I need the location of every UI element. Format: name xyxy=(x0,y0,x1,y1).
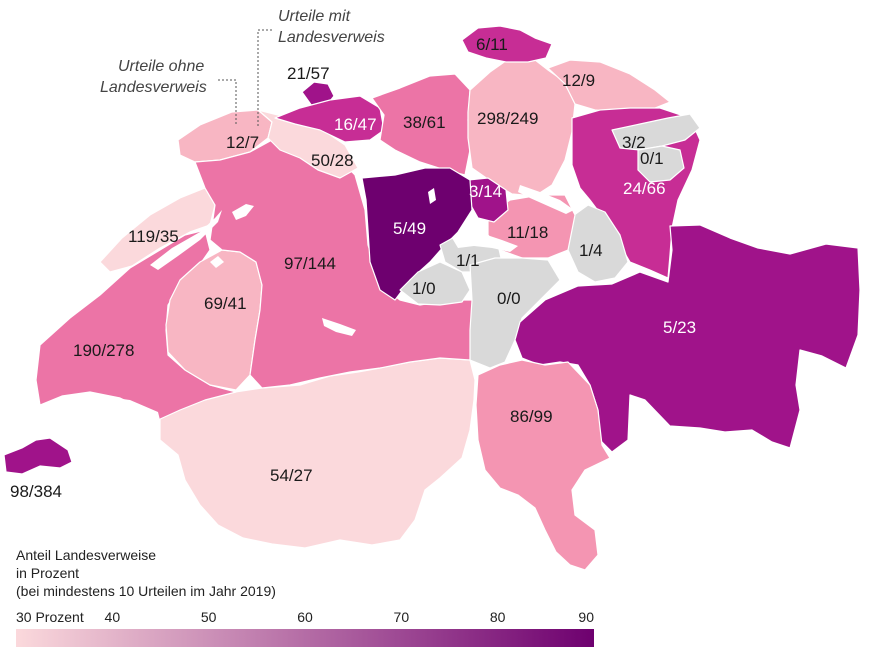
lake-lucerne xyxy=(452,232,518,252)
annotation-ohne-line2: Landesverweis xyxy=(100,79,207,96)
legend-tick-70: 70 xyxy=(394,609,410,625)
label-tg: 12/9 xyxy=(562,71,595,90)
canton-labels: 6/11 12/9 21/57 16/47 38/61 298/249 12/7… xyxy=(10,35,696,501)
legend-title-line3: (bei mindestens 10 Urteilen im Jahr 2019… xyxy=(16,583,276,599)
label-ow: 1/0 xyxy=(412,279,436,298)
label-ti: 86/99 xyxy=(510,407,553,426)
legend-tick-90: 90 xyxy=(578,609,594,625)
label-bl: 16/47 xyxy=(334,115,377,134)
label-ar: 3/2 xyxy=(622,133,646,152)
legend-tick-40: 40 xyxy=(105,609,121,625)
label-ag: 38/61 xyxy=(403,113,446,132)
lake-neuchatel xyxy=(150,210,222,270)
legend-tick-60: 60 xyxy=(297,609,313,625)
label-vs: 54/27 xyxy=(270,466,313,485)
lake-bienne xyxy=(232,204,254,220)
lake-morat xyxy=(210,256,224,268)
legend: Anteil Landesverweise in Prozent (bei mi… xyxy=(16,547,594,647)
label-so: 50/28 xyxy=(311,151,354,170)
label-zh: 298/249 xyxy=(477,109,538,128)
label-gr: 5/23 xyxy=(663,318,696,337)
lake-zurich xyxy=(518,185,574,214)
legend-title-line1: Anteil Landesverweise xyxy=(16,547,156,563)
annotation-ohne-line1: Urteile ohne xyxy=(118,58,204,75)
canton-lu[interactable] xyxy=(361,167,473,301)
label-gl: 1/4 xyxy=(579,241,603,260)
label-ne: 119/35 xyxy=(128,227,179,246)
label-sz: 11/18 xyxy=(507,223,548,242)
label-vd: 190/278 xyxy=(73,341,134,360)
canton-ai[interactable] xyxy=(637,145,685,183)
label-fr: 69/41 xyxy=(204,294,247,313)
lake-constance xyxy=(556,48,668,86)
annotations: Urteile ohne Landesverweis Urteile mit L… xyxy=(100,8,385,126)
label-ur: 0/0 xyxy=(497,289,521,308)
legend-title-line2: in Prozent xyxy=(16,565,79,581)
legend-tick-50: 50 xyxy=(201,609,217,625)
label-ge: 98/384 xyxy=(10,482,62,501)
label-ai: 0/1 xyxy=(640,149,664,168)
label-ju: 12/7 xyxy=(226,133,259,152)
label-sh: 6/11 xyxy=(476,35,508,54)
annotation-mit-line2: Landesverweis xyxy=(278,29,385,46)
leader-mit xyxy=(257,29,272,126)
lake-sempach xyxy=(428,188,436,204)
canton-ag[interactable] xyxy=(371,73,471,176)
label-nw: 1/1 xyxy=(456,251,480,270)
label-be: 97/144 xyxy=(284,254,336,273)
lakes xyxy=(30,48,668,548)
canton-tg[interactable] xyxy=(547,59,671,113)
legend-tick-30: 30 Prozent xyxy=(16,609,84,625)
lake-geneva xyxy=(30,395,160,428)
canton-ne[interactable] xyxy=(99,187,216,273)
canton-sh[interactable] xyxy=(461,25,553,63)
label-sg: 24/66 xyxy=(623,179,666,198)
canton-shapes xyxy=(3,25,861,571)
label-zg: 3/14 xyxy=(469,182,502,201)
legend-ticks: 30 Prozent 40 50 60 70 80 90 xyxy=(16,609,594,625)
lake-maggiore xyxy=(510,500,532,548)
canton-ge[interactable] xyxy=(3,437,73,475)
label-bs: 21/57 xyxy=(287,64,330,83)
canton-gl[interactable] xyxy=(567,204,629,283)
legend-tick-80: 80 xyxy=(490,609,506,625)
canton-ow[interactable] xyxy=(399,261,471,306)
annotation-mit-line1: Urteile mit xyxy=(278,8,351,25)
canton-ar[interactable] xyxy=(611,113,701,151)
leader-ohne xyxy=(218,79,237,126)
canton-ti[interactable] xyxy=(475,359,611,571)
legend-color-bar xyxy=(16,629,594,647)
lake-thun xyxy=(322,318,356,336)
label-lu: 5/49 xyxy=(393,219,426,238)
